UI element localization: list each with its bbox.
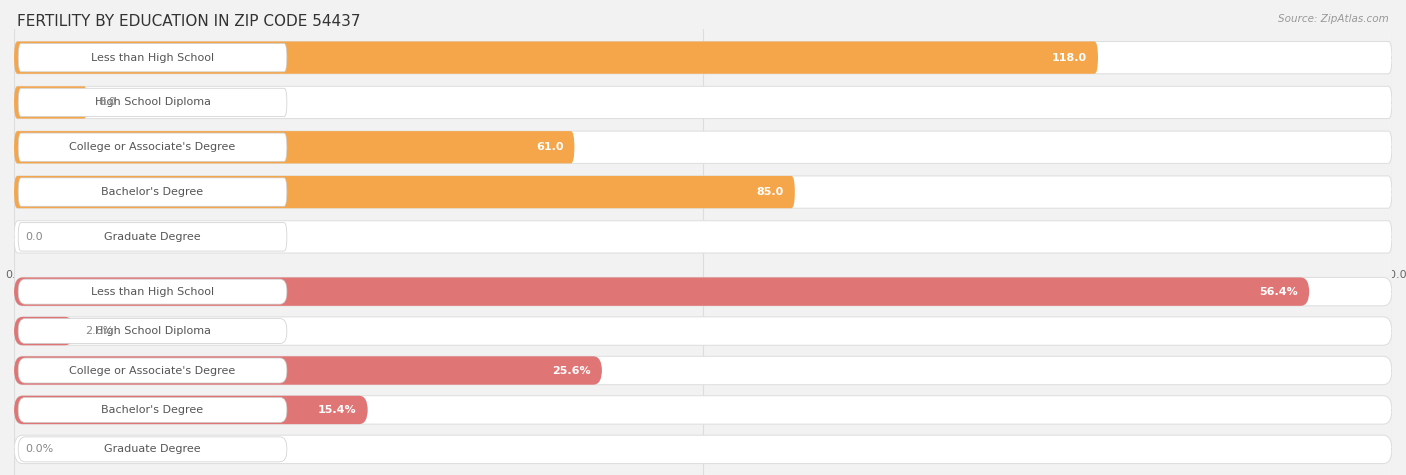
FancyBboxPatch shape	[18, 279, 287, 304]
FancyBboxPatch shape	[18, 133, 287, 162]
Text: Bachelor's Degree: Bachelor's Degree	[101, 187, 204, 197]
FancyBboxPatch shape	[18, 223, 287, 251]
Text: Bachelor's Degree: Bachelor's Degree	[101, 405, 204, 415]
FancyBboxPatch shape	[14, 396, 368, 424]
Text: Less than High School: Less than High School	[91, 286, 214, 296]
FancyBboxPatch shape	[14, 86, 87, 119]
Text: 2.6%: 2.6%	[84, 326, 112, 336]
Text: 61.0: 61.0	[536, 142, 564, 152]
FancyBboxPatch shape	[14, 131, 1392, 163]
FancyBboxPatch shape	[14, 317, 73, 345]
FancyBboxPatch shape	[14, 435, 1392, 464]
FancyBboxPatch shape	[18, 398, 287, 422]
Text: FERTILITY BY EDUCATION IN ZIP CODE 54437: FERTILITY BY EDUCATION IN ZIP CODE 54437	[17, 14, 360, 29]
FancyBboxPatch shape	[14, 277, 1392, 306]
Text: 0.0: 0.0	[25, 232, 42, 242]
FancyBboxPatch shape	[14, 41, 1098, 74]
Text: 85.0: 85.0	[756, 187, 783, 197]
Text: Graduate Degree: Graduate Degree	[104, 232, 201, 242]
FancyBboxPatch shape	[18, 437, 287, 462]
FancyBboxPatch shape	[14, 41, 1392, 74]
FancyBboxPatch shape	[14, 131, 575, 163]
Text: 56.4%: 56.4%	[1260, 286, 1298, 296]
FancyBboxPatch shape	[14, 176, 794, 208]
Text: 118.0: 118.0	[1052, 53, 1087, 63]
Text: High School Diploma: High School Diploma	[94, 326, 211, 336]
FancyBboxPatch shape	[14, 176, 1392, 208]
FancyBboxPatch shape	[18, 43, 287, 72]
Text: College or Associate's Degree: College or Associate's Degree	[69, 142, 236, 152]
FancyBboxPatch shape	[14, 356, 1392, 385]
FancyBboxPatch shape	[18, 319, 287, 343]
FancyBboxPatch shape	[18, 178, 287, 206]
FancyBboxPatch shape	[14, 356, 602, 385]
Text: 8.0: 8.0	[98, 97, 117, 107]
FancyBboxPatch shape	[14, 396, 1392, 424]
Text: 25.6%: 25.6%	[553, 365, 591, 376]
Text: College or Associate's Degree: College or Associate's Degree	[69, 365, 236, 376]
FancyBboxPatch shape	[14, 86, 1392, 119]
Text: 15.4%: 15.4%	[318, 405, 357, 415]
FancyBboxPatch shape	[18, 88, 287, 117]
FancyBboxPatch shape	[14, 221, 1392, 253]
Text: High School Diploma: High School Diploma	[94, 97, 211, 107]
FancyBboxPatch shape	[14, 277, 1309, 306]
FancyBboxPatch shape	[18, 358, 287, 383]
Text: Source: ZipAtlas.com: Source: ZipAtlas.com	[1278, 14, 1389, 24]
Text: 0.0%: 0.0%	[25, 445, 53, 455]
Text: Less than High School: Less than High School	[91, 53, 214, 63]
FancyBboxPatch shape	[14, 317, 1392, 345]
Text: Graduate Degree: Graduate Degree	[104, 445, 201, 455]
